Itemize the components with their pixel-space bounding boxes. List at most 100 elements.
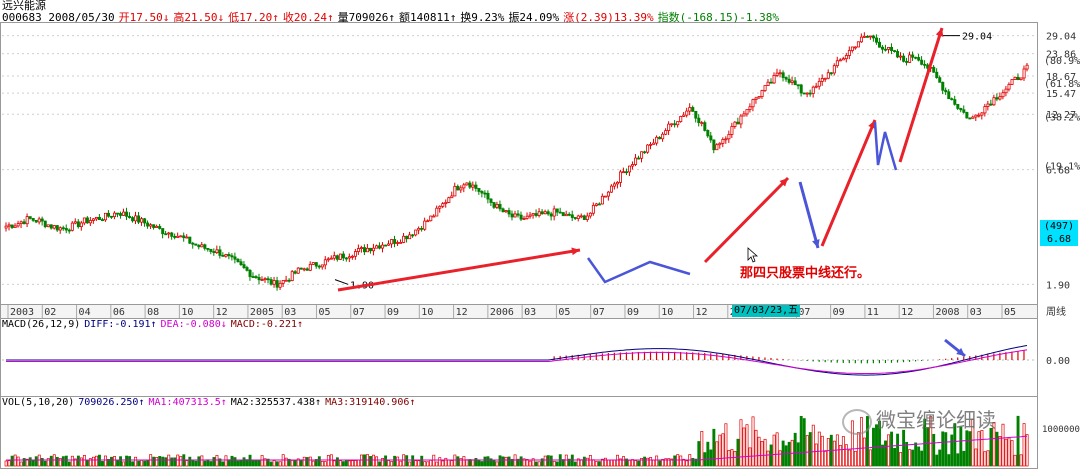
candle-body xyxy=(185,236,189,239)
volume-bar xyxy=(408,461,412,467)
volume-bar xyxy=(567,458,571,467)
volume-bar xyxy=(655,455,659,467)
candle-body xyxy=(769,81,773,84)
candle-body xyxy=(549,213,553,217)
candle-body xyxy=(905,60,909,63)
volume-bar xyxy=(766,450,770,467)
candle-body xyxy=(341,253,345,259)
y-pct-label: (80.9%) xyxy=(1044,56,1080,67)
candle-body xyxy=(745,109,749,115)
watermark-text: 微宝缠论细读 xyxy=(876,408,996,432)
volume-bar xyxy=(236,460,240,467)
candle-body xyxy=(962,109,966,113)
volume-bar xyxy=(188,456,192,467)
volume-bar xyxy=(227,459,231,467)
candle-body xyxy=(191,242,195,245)
candle-body xyxy=(498,204,502,210)
candle-body xyxy=(537,211,541,216)
candle-body xyxy=(844,55,848,60)
pullback-arrow-2 xyxy=(798,181,820,249)
candle-body xyxy=(591,205,595,214)
candle-body xyxy=(829,72,833,75)
candle-body xyxy=(158,225,162,229)
candle-body xyxy=(875,37,879,43)
volume-bar xyxy=(841,436,845,467)
volume-bar xyxy=(718,434,722,467)
candle-body xyxy=(299,267,303,270)
volume-bar xyxy=(278,461,282,467)
volume-bar xyxy=(98,454,101,467)
candle-body xyxy=(462,184,466,189)
volume-bar xyxy=(269,461,273,467)
volume-bar xyxy=(91,456,95,467)
candle-body xyxy=(176,235,180,238)
candle-body xyxy=(61,227,65,230)
volume-bar xyxy=(953,423,957,467)
candle-body xyxy=(405,235,409,240)
candle-body xyxy=(1001,92,1005,98)
candle-body xyxy=(673,123,677,126)
volume-ma-line xyxy=(6,435,1028,461)
volume-bar xyxy=(585,457,589,467)
candle-body xyxy=(787,78,791,83)
volume-bar xyxy=(245,459,249,467)
candle-body xyxy=(97,216,101,221)
candle-body xyxy=(558,211,562,214)
candle-body xyxy=(706,130,710,137)
x-tick-label: 09 xyxy=(833,307,845,318)
candle-body xyxy=(832,65,836,74)
candle-body xyxy=(369,247,373,252)
volume-bar xyxy=(34,456,38,467)
candle-body xyxy=(552,208,556,217)
volume-bar xyxy=(974,448,978,467)
volume-bar xyxy=(914,442,918,467)
candle-body xyxy=(350,255,354,258)
volume-bar xyxy=(375,456,378,467)
macd-arrow-head xyxy=(956,347,965,356)
candle-body xyxy=(197,244,201,248)
candle-body xyxy=(474,184,478,189)
candle-body xyxy=(525,215,529,219)
candle-body xyxy=(88,220,92,224)
candle-body xyxy=(826,72,830,79)
volume-bar xyxy=(549,455,553,467)
volume-bar xyxy=(667,458,671,467)
candle-body xyxy=(742,113,746,117)
volume-bar xyxy=(444,457,448,467)
candle-body xyxy=(230,255,234,258)
volume-bar xyxy=(673,455,677,467)
volume-bar xyxy=(856,432,860,467)
volume-bar xyxy=(802,418,806,467)
volume-bar xyxy=(507,456,511,467)
volume-bar xyxy=(10,455,14,467)
volume-bar xyxy=(685,460,689,467)
macd-diff-line xyxy=(6,345,1028,376)
volume-bar xyxy=(432,454,436,467)
candle-body xyxy=(329,257,333,260)
candle-body xyxy=(251,276,255,278)
volume-bar xyxy=(956,453,960,467)
stock-name: 远兴能源 xyxy=(2,0,46,12)
candle-body xyxy=(411,234,415,237)
volume-bar xyxy=(646,457,650,467)
candle-body xyxy=(94,216,98,220)
volume-bar xyxy=(576,458,580,467)
candle-body xyxy=(16,223,20,227)
volume-bar xyxy=(965,430,969,467)
candle-body xyxy=(968,117,972,120)
volume-bar xyxy=(775,432,779,467)
candle-body xyxy=(513,213,517,218)
candle-body xyxy=(911,54,915,58)
volume-bar xyxy=(387,460,391,467)
volume-bar xyxy=(712,428,716,467)
candle-body xyxy=(543,211,547,215)
candle-body xyxy=(134,215,138,222)
volume-bar xyxy=(155,457,159,467)
candle-body xyxy=(73,221,77,224)
candle-body xyxy=(399,242,403,244)
volume-bar xyxy=(588,455,592,467)
volume-bar xyxy=(209,461,213,467)
open-value: 开17.50↓ xyxy=(118,11,170,24)
candle-body xyxy=(661,133,665,140)
candle-body xyxy=(757,96,761,99)
